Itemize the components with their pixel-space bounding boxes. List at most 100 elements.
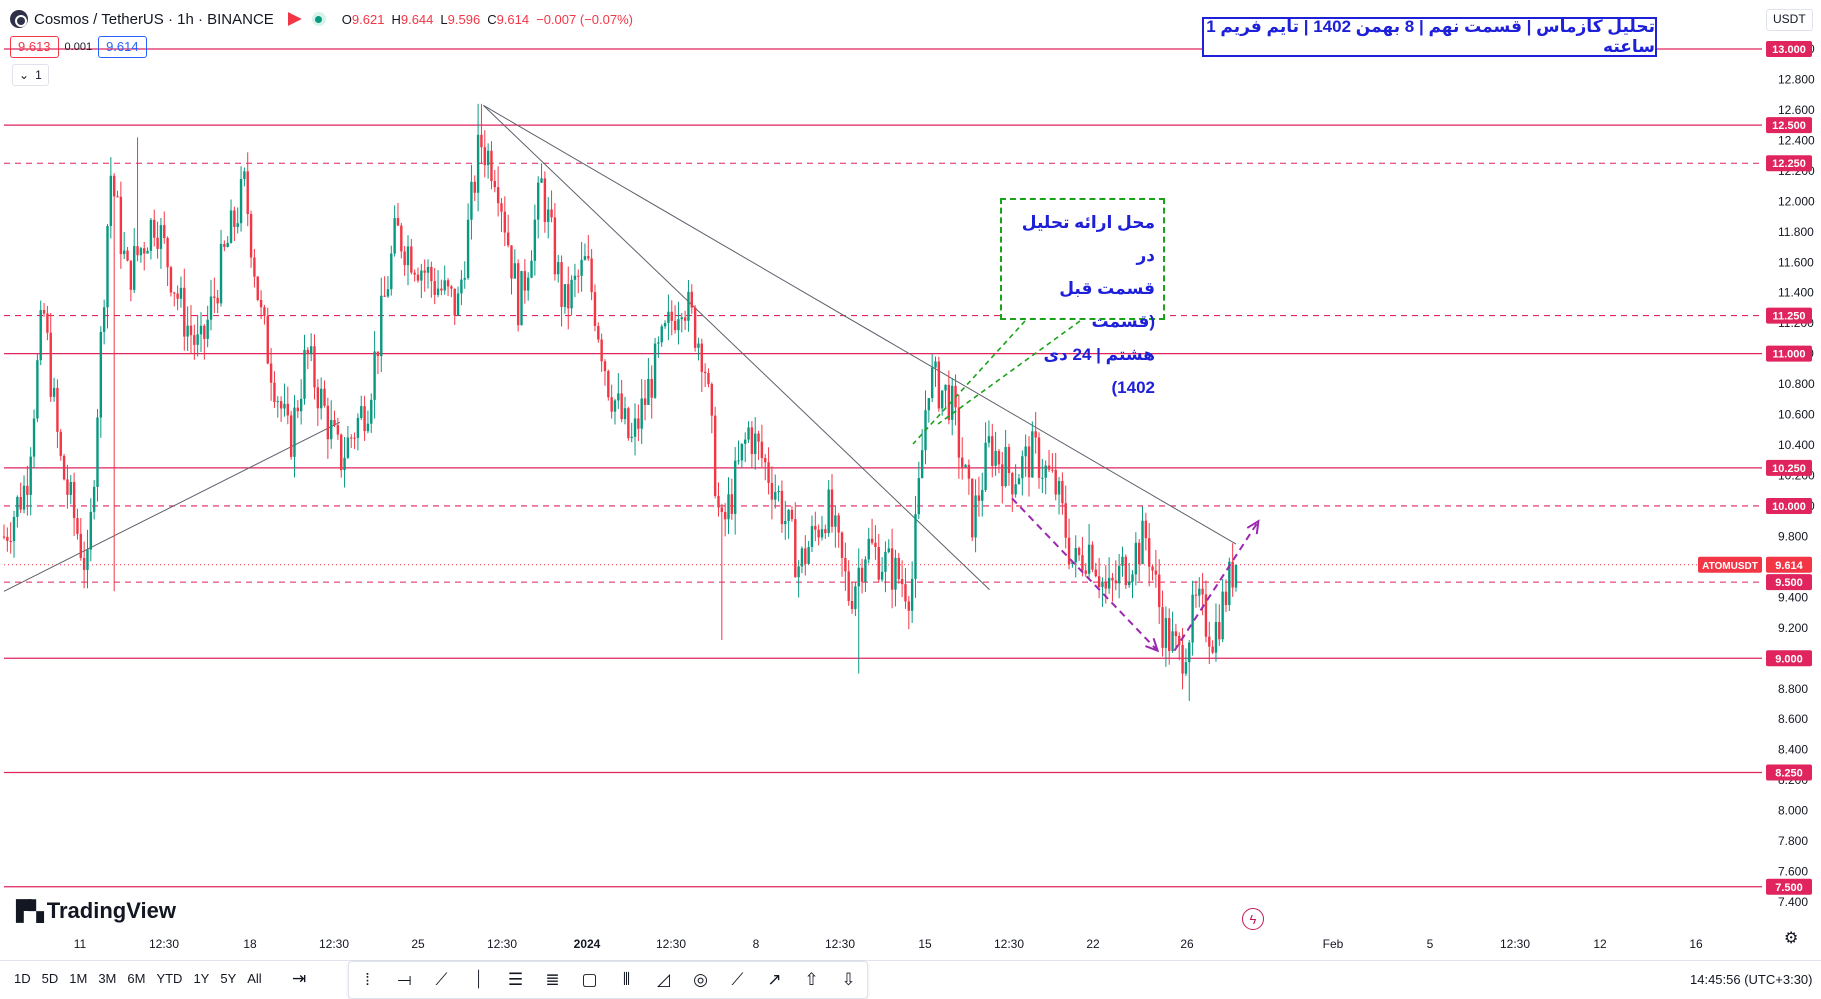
circle-icon[interactable]: ◎: [693, 970, 708, 989]
range-all-button[interactable]: All: [247, 971, 262, 986]
candle-body: [697, 343, 700, 348]
candle-body: [733, 460, 737, 514]
candle-body: [440, 288, 443, 291]
candle-body: [1034, 431, 1037, 438]
candle-body: [957, 407, 961, 458]
candle-body: [991, 436, 994, 466]
candle-body: [1004, 447, 1007, 487]
rectangle-icon[interactable]: ▢: [581, 970, 598, 989]
trendline-icon[interactable]: ⟋: [435, 970, 448, 989]
candle-body: [1104, 581, 1107, 589]
y-tick-label: 10.600: [1778, 408, 1815, 422]
candle-body: [807, 546, 810, 564]
indicators-collapse-button[interactable]: ⌄ 1: [12, 64, 49, 86]
range-6m-button[interactable]: 6M: [127, 971, 146, 986]
horizontal-ray-icon[interactable]: ⟞: [397, 970, 412, 989]
range-1y-button[interactable]: 1Y: [193, 971, 210, 986]
candle-body: [179, 287, 183, 299]
candle-body: [1051, 469, 1054, 471]
candle-body: [139, 248, 143, 256]
parallel-channel-icon[interactable]: ☰: [507, 970, 524, 989]
candle-body: [319, 388, 323, 409]
sell-button[interactable]: 9.613: [10, 36, 59, 58]
buy-button[interactable]: 9.614: [98, 36, 147, 58]
gear-icon[interactable]: ⚙: [1784, 930, 1799, 947]
candle-body: [537, 182, 540, 220]
candle-body: [403, 251, 406, 266]
vertical-line-icon[interactable]: ⏐: [473, 970, 484, 989]
lightning-icon[interactable]: ϟ: [1242, 908, 1264, 930]
y-tick-label: 9.400: [1778, 590, 1808, 604]
market-status-icon[interactable]: [311, 12, 326, 26]
candle-body: [567, 284, 570, 309]
drag-handle-icon[interactable]: ⁞: [365, 970, 370, 989]
candle-body: [894, 557, 897, 590]
tradingview-logo[interactable]: ▛▚ TradingView: [16, 898, 176, 924]
range-1m-button[interactable]: 1M: [69, 971, 88, 986]
candle-body: [900, 579, 904, 585]
candle-body: [1154, 570, 1158, 575]
candle-body: [283, 403, 286, 409]
range-1d-button[interactable]: 1D: [14, 971, 31, 986]
clock[interactable]: 14:45:56 (UTC+3:30): [1690, 972, 1813, 987]
candle-body: [1011, 473, 1014, 495]
range-3m-button[interactable]: 3M: [98, 971, 117, 986]
arrow-down-icon[interactable]: ⇩: [841, 970, 856, 989]
candle-body: [1134, 542, 1138, 575]
candle-body: [974, 495, 977, 538]
candle-body: [1017, 478, 1021, 485]
candle-body: [360, 406, 363, 418]
currency-button[interactable]: USDT: [1766, 9, 1813, 31]
trendline: [483, 104, 990, 591]
brush-icon[interactable]: ⟋: [731, 970, 744, 989]
candle-body: [1164, 618, 1168, 648]
level-label-bg: [1766, 764, 1812, 781]
candle-body: [633, 418, 637, 437]
range-5d-button[interactable]: 5D: [41, 971, 59, 986]
candle-body: [216, 297, 219, 304]
low-value: 9.596: [447, 11, 481, 27]
arrow-up-icon[interactable]: ⇧: [804, 970, 819, 989]
level-label-bg: [1766, 650, 1812, 667]
candle-body: [423, 270, 426, 273]
symbol-legend[interactable]: Cosmos / TetherUS · 1h · BINANCE O9.621 …: [10, 8, 633, 30]
candle-body: [1201, 588, 1204, 595]
candle-body: [466, 219, 470, 279]
candle-body: [630, 436, 633, 439]
candle-body: [129, 260, 133, 290]
candle-body: [570, 279, 573, 309]
candle-body: [363, 406, 366, 432]
range-ytd-button[interactable]: YTD: [156, 971, 183, 986]
candle-body: [136, 246, 139, 256]
candle-body: [370, 399, 373, 424]
bars-pattern-icon[interactable]: ⦀: [622, 970, 631, 989]
candle-body: [1231, 561, 1234, 588]
path-icon[interactable]: ◿: [656, 970, 671, 989]
candle-body: [904, 584, 907, 602]
candle-body: [6, 536, 9, 541]
candle-body: [720, 507, 724, 512]
candle-body: [997, 450, 1001, 465]
candle-body: [814, 526, 817, 530]
candle-body: [213, 296, 216, 298]
candle-body: [109, 175, 113, 226]
candle-body: [1158, 574, 1161, 608]
candle-body: [887, 548, 890, 552]
arrow-icon[interactable]: ↗: [767, 970, 782, 989]
y-tick-label: 11.600: [1778, 255, 1814, 269]
x-tick-label: 8: [753, 937, 760, 951]
market-closed-icon[interactable]: [287, 12, 302, 26]
candle-body: [450, 286, 453, 289]
range-5y-button[interactable]: 5Y: [220, 971, 237, 986]
fib-retracement-icon[interactable]: ≣: [545, 970, 560, 989]
candle-body: [102, 307, 106, 332]
candle-body: [416, 274, 420, 281]
change-value: −0.007 (−0.07%): [536, 11, 633, 27]
candle-body: [303, 349, 306, 399]
symbol-name[interactable]: Cosmos / TetherUS · 1h · BINANCE: [34, 10, 274, 28]
candle-body: [1131, 574, 1134, 582]
goto-date-icon[interactable]: ⇥: [292, 969, 307, 988]
candle-body: [42, 310, 46, 314]
